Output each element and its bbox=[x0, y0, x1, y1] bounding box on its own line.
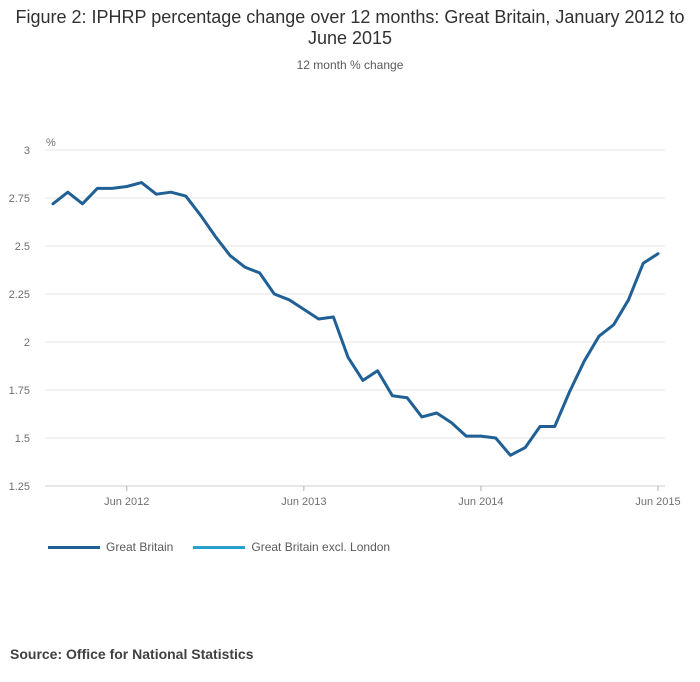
legend: Great Britain Great Britain excl. London bbox=[48, 540, 410, 554]
series-line-great-britain bbox=[51, 181, 660, 457]
chart-subtitle: 12 month % change bbox=[296, 58, 404, 72]
source-note: Source: Office for National Statistics bbox=[10, 646, 254, 662]
legend-label-great-britain: Great Britain bbox=[106, 540, 174, 554]
y-tick-label: 2.75 bbox=[9, 193, 30, 205]
y-axis-label: % bbox=[46, 137, 56, 149]
x-tick-label: Jun 2014 bbox=[458, 496, 503, 508]
legend-swatch-great-britain bbox=[48, 545, 100, 549]
chart-title: Figure 2: IPHRP percentage change over 1… bbox=[15, 7, 685, 48]
legend-label-great-britain-excl-london: Great Britain excl. London bbox=[251, 540, 391, 554]
y-tick-label: 1.25 bbox=[9, 481, 30, 493]
legend-item-great-britain[interactable]: Great Britain bbox=[48, 540, 173, 554]
y-tick-label: 3 bbox=[24, 145, 30, 157]
legend-swatch-great-britain-excl-london bbox=[193, 545, 246, 549]
y-tick-label: 1.75 bbox=[9, 385, 30, 397]
y-tick-label: 2.5 bbox=[15, 241, 30, 253]
y-tick-label: 2.25 bbox=[9, 289, 30, 301]
x-tick-label: Jun 2012 bbox=[104, 496, 149, 508]
x-tick-label: Jun 2013 bbox=[281, 496, 326, 508]
line-chart: 1.25 1.5 1.75 2 2.25 2.5 2.75 3% Jun 2012 Jun 201… bbox=[9, 137, 681, 508]
legend-item-great-britain-excl-london[interactable]: Great Britain excl. London bbox=[193, 540, 390, 554]
x-tick-label: Jun 2015 bbox=[635, 496, 680, 508]
y-tick-label: 1.5 bbox=[15, 433, 30, 445]
y-tick-label: 2 bbox=[24, 337, 30, 349]
